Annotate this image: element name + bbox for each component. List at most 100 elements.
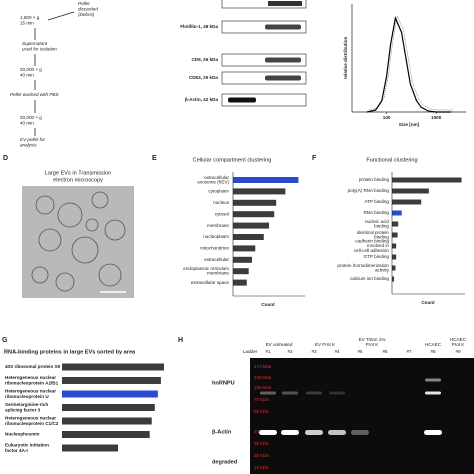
label-line: Pellet washed with PBS bbox=[10, 92, 59, 97]
blot-label: CD63, 25 kDa bbox=[189, 75, 219, 80]
label-line: binding bbox=[374, 235, 389, 240]
band bbox=[305, 430, 323, 435]
band bbox=[281, 430, 299, 435]
label-line: HCAEC bbox=[425, 342, 442, 347]
band bbox=[259, 430, 277, 435]
bar bbox=[392, 265, 396, 271]
label-line: involved in bbox=[367, 243, 389, 248]
row-label: β-Actin bbox=[212, 429, 232, 435]
blot bbox=[221, 0, 307, 9]
tem-image bbox=[22, 186, 134, 298]
label-line: Eukaryotic initiation bbox=[5, 443, 49, 448]
label-line: Heterogeneous nuclear bbox=[5, 416, 56, 421]
lane-label: #4 bbox=[334, 349, 340, 354]
label-line: endoplasmic reticulum bbox=[183, 266, 229, 271]
bar bbox=[233, 256, 252, 263]
label-line: ribonucleoprotein U bbox=[5, 394, 49, 399]
bar bbox=[392, 199, 422, 205]
lane-label: Ladder bbox=[243, 349, 258, 354]
label-line: EV Prot K bbox=[315, 342, 336, 347]
blot bbox=[221, 71, 307, 85]
band bbox=[425, 378, 441, 382]
label-line: 40S ribosomal protein S9 bbox=[5, 364, 61, 369]
x-label: Size [nm] bbox=[399, 122, 420, 127]
distribution-line bbox=[366, 16, 452, 113]
label-line: Heterogeneous nuclear bbox=[5, 389, 56, 394]
label-line: EV pellet for bbox=[20, 137, 45, 142]
label-line: extracellular bbox=[204, 257, 229, 262]
marker-label: 70 kDa bbox=[254, 397, 269, 402]
bar bbox=[62, 390, 158, 398]
bar bbox=[233, 245, 256, 252]
band bbox=[268, 1, 302, 6]
label-line: nucleoplasm bbox=[203, 234, 229, 239]
label-line: used for isolation bbox=[22, 47, 57, 52]
x-label: Count bbox=[421, 300, 435, 305]
bar bbox=[392, 232, 398, 238]
bar bbox=[233, 188, 286, 195]
label-line: 20,000 × g bbox=[20, 115, 42, 120]
chart-title: RNA-binding proteins in large EVs sorted… bbox=[4, 349, 136, 355]
bar bbox=[233, 268, 249, 275]
panel-letter: H bbox=[178, 337, 183, 344]
bar bbox=[233, 222, 269, 229]
band bbox=[306, 391, 322, 395]
bar bbox=[62, 431, 150, 438]
label-line: cell-cell adhesion bbox=[354, 248, 390, 253]
label-line: 40 min bbox=[20, 73, 34, 78]
chart-title: Cellular compartment clustering bbox=[193, 157, 272, 163]
bar bbox=[62, 417, 152, 425]
bar bbox=[392, 276, 395, 282]
marker-label: 130 kDa bbox=[254, 375, 272, 380]
blot bbox=[221, 53, 307, 67]
panel-letter: G bbox=[2, 337, 8, 344]
row-label: hnRNPU bbox=[212, 380, 235, 386]
label-line: poly(A) RNA binding bbox=[348, 188, 390, 193]
bar bbox=[392, 221, 399, 227]
lane-label: #7 bbox=[406, 349, 412, 354]
marker-label: 25 kDa bbox=[254, 453, 269, 458]
band bbox=[329, 391, 345, 395]
label-line: activity bbox=[375, 268, 390, 273]
panel-letter: E bbox=[152, 155, 157, 162]
label-line: 40 min bbox=[20, 121, 34, 126]
lane-label: #8 bbox=[430, 349, 436, 354]
bar bbox=[233, 211, 275, 218]
label-line: 15 min bbox=[20, 21, 34, 26]
blot bbox=[221, 20, 307, 34]
vesicle bbox=[35, 195, 55, 215]
bar bbox=[62, 363, 164, 371]
vesicle bbox=[57, 202, 83, 228]
marker-label: 35 kDa bbox=[254, 441, 269, 446]
label-line: extracellular space bbox=[191, 280, 230, 285]
bar bbox=[233, 279, 247, 286]
x-tick-label: 100 bbox=[383, 115, 391, 120]
label-line: protein binding bbox=[359, 177, 390, 182]
label-line: RNA binding bbox=[363, 210, 389, 215]
bar bbox=[392, 210, 402, 216]
panel-letter: F bbox=[312, 155, 317, 162]
band bbox=[260, 391, 276, 395]
vesicle bbox=[38, 228, 62, 252]
lane-label: #5 bbox=[357, 349, 363, 354]
label-line: identical protein bbox=[357, 230, 390, 235]
marker-label: 100 kDa bbox=[254, 385, 272, 390]
band bbox=[265, 24, 301, 30]
band bbox=[265, 57, 301, 63]
distribution-spread bbox=[368, 15, 454, 111]
label-line: HCAEC bbox=[450, 337, 467, 342]
label-line: ATP binding bbox=[364, 199, 389, 204]
arrow bbox=[47, 11, 75, 21]
gel bbox=[250, 358, 474, 474]
bar bbox=[392, 243, 397, 249]
bar bbox=[62, 444, 119, 452]
flow-arrows bbox=[34, 11, 75, 136]
label-line: 1,500 × g bbox=[20, 15, 40, 20]
label-line: Prot K bbox=[452, 342, 466, 347]
band bbox=[228, 97, 256, 103]
bar bbox=[62, 377, 161, 384]
band bbox=[424, 430, 442, 435]
label-line: ribonucleoprotein A2/B1 bbox=[5, 380, 59, 385]
bar bbox=[233, 199, 277, 206]
label-line: electron microscopy bbox=[53, 177, 103, 183]
